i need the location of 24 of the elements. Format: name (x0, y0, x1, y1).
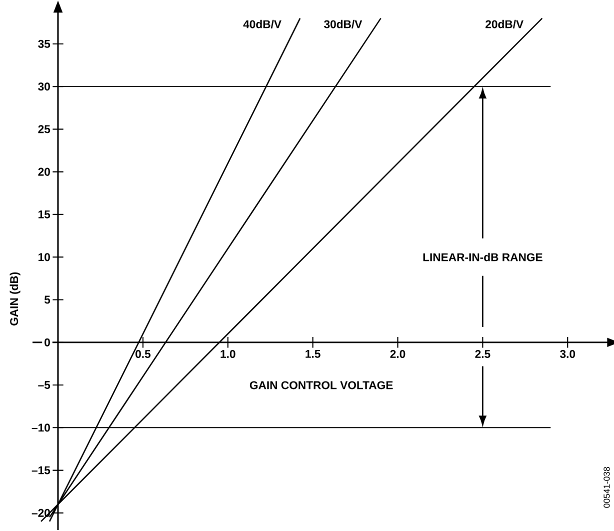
y-tick-label: 30 (38, 82, 50, 91)
x-axis-title: GAIN CONTROL VOLTAGE (250, 381, 393, 390)
y-tick-label: 20 (38, 168, 50, 176)
y-tick-label: –15 (32, 466, 50, 474)
y-tick-label: 15 (38, 210, 50, 218)
x-tick-label: 3.0 (560, 350, 576, 358)
x-tick-label: 1.0 (220, 350, 236, 358)
y-axis-title: GAIN (dB) (10, 272, 20, 326)
y-tick-label: 35 (38, 40, 50, 48)
series-label: 30dB/V (324, 20, 362, 28)
y-tick-label: –5 (38, 381, 50, 389)
x-tick-label: 2.0 (390, 350, 406, 358)
series-label: 40dB/V (243, 20, 282, 28)
y-tick-label: –10 (32, 424, 50, 432)
y-tick-label: 0 (44, 338, 50, 346)
x-tick-label: 0.5 (136, 350, 151, 358)
y-tick-label: 10 (38, 253, 50, 262)
annotation: 00541-038 (604, 467, 610, 508)
x-tick-label: 2.5 (475, 350, 490, 358)
x-tick-label: 1.5 (306, 350, 320, 358)
annotation: LINEAR-IN-dB RANGE (423, 252, 542, 262)
y-tick-label: 5 (44, 296, 50, 304)
y-tick-label: 25 (38, 125, 50, 134)
series-label: 20dB/V (486, 20, 524, 28)
